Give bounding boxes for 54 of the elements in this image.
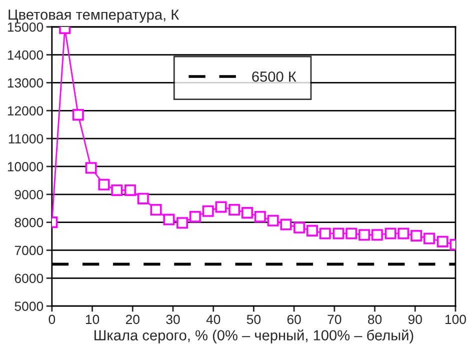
y-tick-label: 9000 [14, 190, 44, 200]
point [346, 228, 358, 240]
y-tick-label: 6000 [14, 274, 44, 284]
x-tick-label: 70 [328, 314, 342, 324]
point [423, 232, 436, 244]
point [137, 192, 149, 204]
point [267, 214, 279, 226]
point [319, 228, 331, 240]
point [398, 228, 410, 240]
point [163, 214, 175, 226]
point [384, 228, 396, 240]
x-tick-label: 80 [368, 314, 382, 324]
point [358, 229, 370, 241]
x-tick-label: 40 [206, 314, 220, 324]
x-tick-label: 90 [408, 314, 422, 324]
point [436, 236, 448, 248]
x-tick-label: 20 [126, 314, 140, 324]
x-tick-label: 100 [445, 314, 466, 324]
point [85, 162, 97, 174]
point [294, 222, 306, 234]
y-tick-label: 8000 [14, 218, 44, 228]
point [98, 178, 110, 190]
point [306, 224, 318, 236]
point [124, 184, 136, 196]
point [111, 184, 123, 196]
x-tick-label: 50 [246, 314, 261, 324]
x-axis-title: Шкала серого, % (0% – черный, 100% – белый) [94, 329, 414, 344]
y-tick-label: 12000 [8, 106, 44, 116]
x-tick-label: 60 [287, 314, 301, 324]
y-tick-label: 7000 [14, 246, 44, 256]
y-tick-label: 14000 [8, 50, 44, 60]
point [332, 228, 344, 240]
point [176, 217, 188, 229]
point [254, 210, 266, 222]
point [371, 229, 383, 241]
point [410, 230, 422, 242]
legend-label: 6500 К [252, 71, 296, 82]
x-tick-label: 10 [86, 314, 100, 324]
point [241, 207, 254, 219]
point [228, 204, 240, 216]
y-tick-label: 10000 [8, 162, 44, 172]
point [215, 201, 227, 213]
point [202, 205, 214, 217]
point [72, 109, 84, 121]
y-tick-label: 15000 [8, 22, 44, 32]
point [150, 204, 162, 216]
y-axis-title: Цветовая температура, К [8, 10, 180, 23]
y-tick-label: 5000 [14, 302, 44, 311]
x-tick-label: 0 [48, 314, 56, 324]
y-tick-label: 13000 [8, 78, 44, 88]
point [189, 210, 201, 222]
x-tick-label: 30 [166, 314, 180, 324]
y-tick-label: 11000 [8, 134, 44, 144]
point [280, 218, 292, 230]
